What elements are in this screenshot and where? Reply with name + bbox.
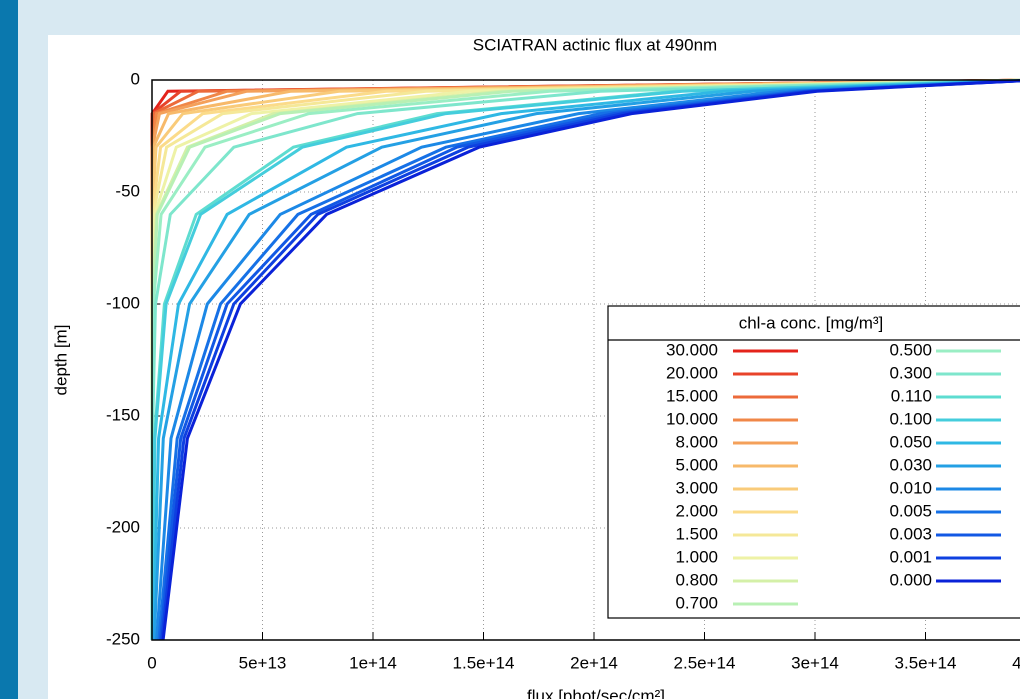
chart-title: SCIATRAN actinic flux at 490nm xyxy=(473,35,717,54)
x-tick-label: 2.5e+14 xyxy=(674,653,736,672)
series-line xyxy=(150,78,1020,641)
legend-label: 2.000 xyxy=(675,501,718,520)
legend-label: 0.100 xyxy=(889,409,932,428)
y-tick-label: -250 xyxy=(106,629,140,648)
series-line xyxy=(152,79,1020,641)
legend-title: chl-a conc. [mg/m³] xyxy=(739,313,884,332)
x-tick-label: 3e+14 xyxy=(791,653,839,672)
x-tick-label: 2e+14 xyxy=(570,653,618,672)
y-tick-label: -50 xyxy=(115,181,140,200)
legend-label: 30.000 xyxy=(666,340,718,359)
legend-label: 0.030 xyxy=(889,455,932,474)
legend-label: 15.000 xyxy=(666,386,718,405)
legend-label: 0.005 xyxy=(889,501,932,520)
legend-label: 0.000 xyxy=(889,570,932,589)
legend-box xyxy=(607,305,1020,619)
y-tick-label: -150 xyxy=(106,405,140,424)
y-tick-label: -200 xyxy=(106,517,140,536)
legend-label: 0.003 xyxy=(889,524,932,543)
legend-label: 0.001 xyxy=(889,547,932,566)
legend-label: 0.010 xyxy=(889,478,932,497)
x-tick-label: 5e+13 xyxy=(239,653,287,672)
x-tick-label: 0 xyxy=(147,653,156,672)
x-axis-label: flux [phot/sec/cm²] xyxy=(527,686,665,699)
series-line xyxy=(151,79,1020,641)
series-line xyxy=(161,79,1020,641)
legend-label: 3.000 xyxy=(675,478,718,497)
legend-label: 1.000 xyxy=(675,547,718,566)
x-tick-label: 4e+14 xyxy=(1012,653,1020,672)
legend-label: 20.000 xyxy=(666,363,718,382)
legend-label: 0.300 xyxy=(889,363,932,382)
y-tick-label: -100 xyxy=(106,293,140,312)
series-line xyxy=(155,79,1020,641)
x-tick-label: 1e+14 xyxy=(349,653,397,672)
legend-label: 0.500 xyxy=(889,340,932,359)
x-tick-label: 1.5e+14 xyxy=(453,653,515,672)
legend-label: 10.000 xyxy=(666,409,718,428)
plot-frame xyxy=(151,79,1020,641)
legend-label: 0.050 xyxy=(889,432,932,451)
side-strip xyxy=(0,0,18,699)
legend-label: 0.700 xyxy=(675,593,718,612)
legend-label: 8.000 xyxy=(675,432,718,451)
x-tick-label: 3.5e+14 xyxy=(895,653,957,672)
y-tick-label: 0 xyxy=(131,69,140,88)
y-axis-label: depth [m] xyxy=(51,325,70,396)
series-line xyxy=(150,79,1020,641)
legend-label: 1.500 xyxy=(675,524,718,543)
legend-label: 5.000 xyxy=(675,455,718,474)
legend-label: 0.800 xyxy=(675,570,718,589)
legend-label: 0.110 xyxy=(891,386,932,405)
